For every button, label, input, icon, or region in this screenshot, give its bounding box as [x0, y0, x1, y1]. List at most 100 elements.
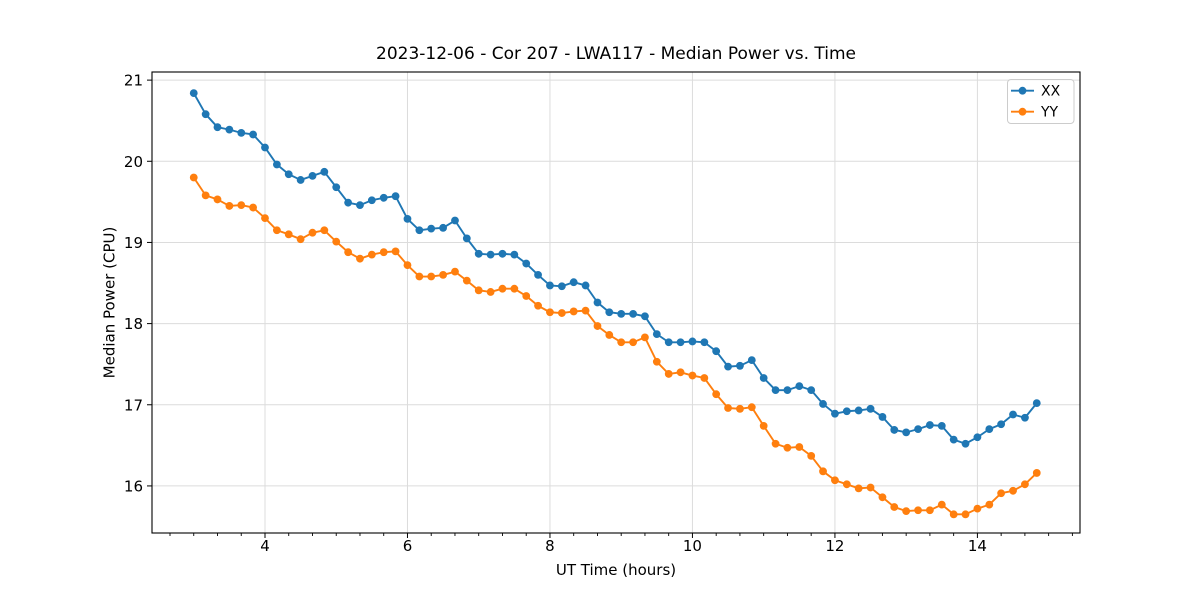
data-point-marker	[403, 261, 412, 270]
data-point-marker	[320, 167, 329, 176]
data-point-marker	[284, 170, 293, 179]
data-point-marker	[344, 198, 353, 207]
data-point-marker	[605, 331, 614, 339]
data-point-marker	[225, 125, 234, 134]
data-point-marker	[534, 271, 542, 279]
data-point-marker	[652, 357, 661, 366]
series-line-yy	[192, 176, 1038, 516]
data-point-marker	[296, 176, 305, 184]
data-point-marker	[296, 235, 305, 244]
data-point-marker	[451, 267, 459, 276]
data-point-marker	[474, 249, 483, 258]
data-point-marker	[795, 382, 804, 390]
data-point-marker	[949, 435, 958, 444]
data-point-marker	[831, 409, 839, 418]
data-point-marker	[462, 234, 471, 243]
data-point-marker	[308, 171, 317, 180]
data-point-marker	[831, 476, 839, 485]
data-point-marker	[462, 276, 471, 285]
data-point-marker	[1032, 469, 1041, 477]
y-tick-label: 18	[124, 315, 143, 333]
data-point-marker	[807, 452, 816, 460]
data-point-marker	[367, 196, 376, 205]
data-point-marker	[534, 301, 542, 310]
data-point-marker	[593, 298, 602, 307]
data-point-marker	[961, 439, 970, 448]
data-point-marker	[581, 306, 590, 315]
data-point-marker	[807, 386, 816, 395]
data-point-marker	[925, 421, 934, 429]
data-point-marker	[700, 338, 709, 347]
data-point-marker	[261, 214, 269, 222]
data-point-marker	[890, 426, 899, 434]
legend-item-xx: XX	[1011, 84, 1061, 100]
data-point-marker	[783, 443, 792, 452]
data-point-marker	[819, 400, 827, 408]
data-point-marker	[356, 254, 364, 263]
data-point-marker	[308, 228, 317, 237]
data-point-marker	[937, 421, 946, 430]
data-point-marker	[367, 250, 376, 259]
data-point-marker	[486, 288, 495, 296]
data-point-marker	[866, 483, 875, 492]
data-point-marker	[237, 201, 246, 210]
data-point-marker	[641, 333, 649, 342]
data-point-marker	[189, 89, 198, 97]
data-point-marker	[712, 347, 721, 356]
data-point-marker	[403, 215, 412, 223]
data-point-marker	[320, 226, 329, 235]
data-point-marker	[439, 223, 447, 232]
data-point-marker	[783, 386, 792, 395]
data-point-marker	[937, 500, 946, 509]
data-point-marker	[973, 504, 982, 513]
data-point-marker	[546, 281, 554, 290]
x-tick-label: 8	[545, 537, 555, 555]
data-point-marker	[854, 406, 863, 415]
data-point-marker	[617, 309, 626, 318]
data-point-marker	[249, 203, 257, 212]
data-point-marker	[902, 507, 911, 515]
data-point-marker	[1021, 480, 1029, 489]
data-point-marker	[688, 337, 697, 346]
data-point-marker	[997, 489, 1006, 498]
data-point-marker	[914, 506, 922, 515]
x-tick-label: 14	[968, 537, 987, 555]
data-point-marker	[724, 404, 732, 412]
data-point-marker	[819, 467, 827, 476]
data-point-marker	[522, 292, 531, 300]
data-point-marker	[189, 173, 198, 182]
data-point-marker	[427, 272, 436, 281]
data-point-marker	[451, 216, 459, 225]
data-point-marker	[890, 503, 899, 511]
x-tick-label: 12	[825, 537, 844, 555]
data-point-marker	[1009, 410, 1017, 419]
legend-sample-marker	[1018, 107, 1027, 116]
x-tick-label: 10	[683, 537, 702, 555]
data-point-marker	[878, 493, 887, 502]
legend-item-yy: YY	[1011, 105, 1059, 121]
data-point-marker	[629, 309, 637, 318]
data-point-marker	[664, 338, 673, 347]
data-point-marker	[522, 259, 531, 268]
y-tick-label: 20	[124, 153, 143, 171]
data-point-marker	[225, 202, 234, 210]
data-point-marker	[605, 308, 614, 317]
axis-ticks	[147, 79, 1073, 538]
data-point-marker	[379, 248, 388, 257]
x-tick-label: 6	[403, 537, 413, 555]
data-point-marker	[914, 425, 922, 434]
data-point-marker	[569, 307, 578, 316]
data-point-marker	[581, 281, 590, 290]
data-point-marker	[759, 374, 768, 382]
data-point-marker	[356, 201, 364, 210]
data-point-marker	[557, 309, 566, 317]
data-point-marker	[486, 250, 495, 259]
y-axis-label: Median Power (CPU)	[100, 226, 119, 379]
data-point-marker	[688, 371, 697, 380]
data-point-marker	[736, 404, 744, 413]
data-point-marker	[1032, 399, 1041, 408]
data-point-marker	[557, 282, 566, 291]
grid	[152, 72, 1080, 533]
